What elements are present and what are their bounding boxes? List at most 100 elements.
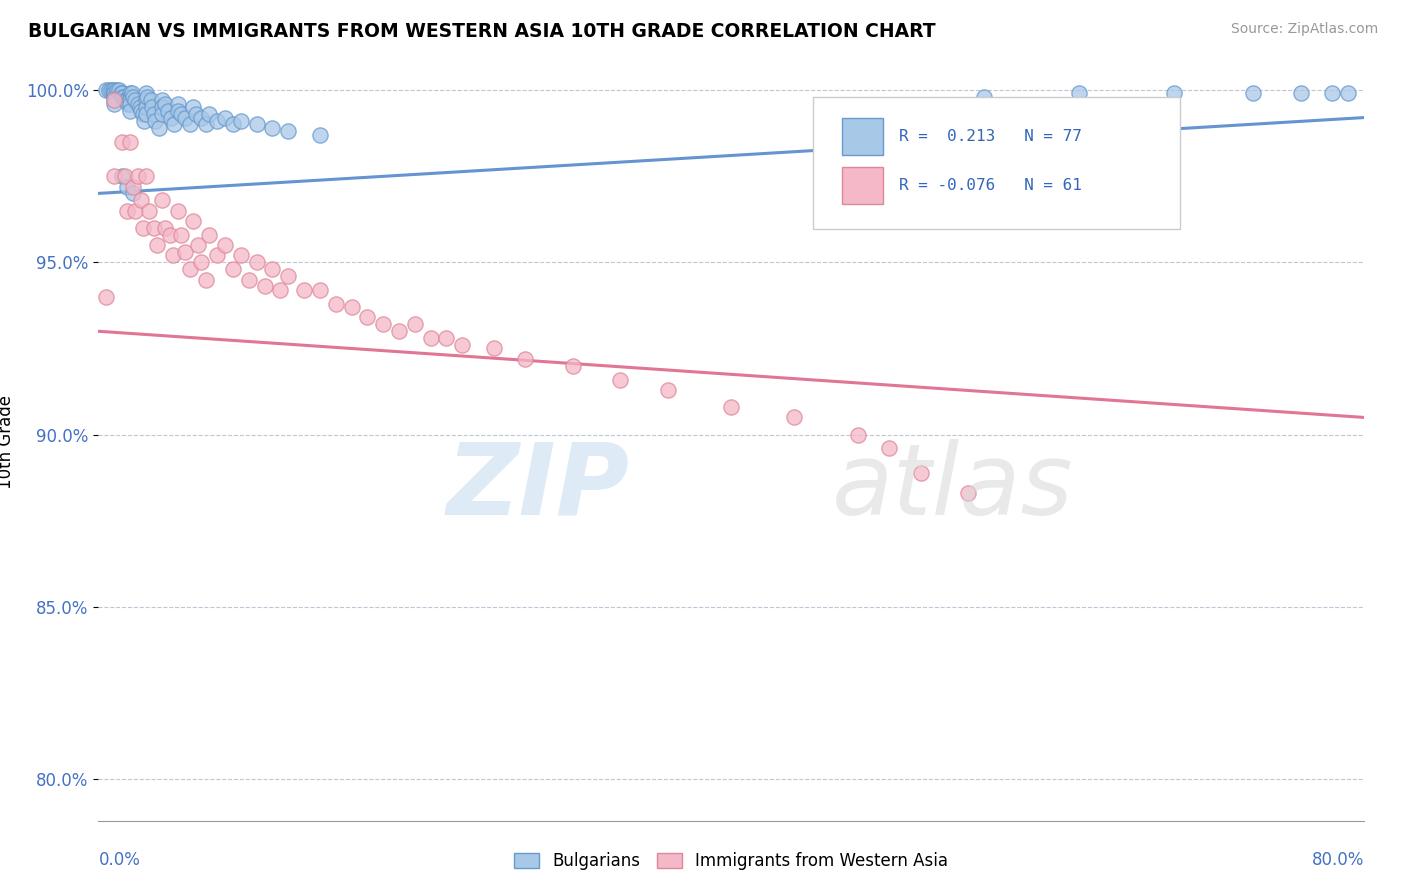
Point: [262, 120, 284, 135]
Point: [146, 238, 169, 252]
Point: [973, 90, 995, 104]
Point: [103, 93, 125, 107]
Point: [179, 118, 201, 132]
Point: [609, 372, 631, 386]
Point: [246, 118, 269, 132]
Point: [783, 410, 806, 425]
Point: [145, 114, 166, 128]
Point: [205, 248, 228, 262]
Point: [1067, 87, 1090, 101]
Point: [246, 255, 269, 269]
Point: [103, 90, 125, 104]
Point: [148, 120, 170, 135]
Point: [292, 283, 315, 297]
Point: [222, 262, 245, 277]
Point: [129, 103, 152, 118]
Point: [108, 83, 131, 97]
Point: [229, 114, 252, 128]
Point: [117, 96, 139, 111]
Point: [910, 466, 932, 480]
Point: [561, 359, 585, 373]
Point: [174, 245, 197, 260]
Point: [238, 272, 260, 286]
Point: [1241, 87, 1264, 101]
Point: [309, 283, 332, 297]
Point: [269, 283, 291, 297]
Point: [122, 186, 145, 201]
Point: [153, 220, 176, 235]
Point: [957, 486, 980, 500]
Point: [166, 103, 188, 118]
Point: [150, 100, 173, 114]
Point: [114, 169, 136, 184]
Point: [120, 90, 141, 104]
Point: [198, 227, 221, 242]
Point: [136, 90, 159, 104]
Point: [436, 331, 458, 345]
Point: [103, 93, 125, 107]
Text: atlas: atlas: [832, 439, 1074, 535]
Text: ZIP: ZIP: [447, 439, 630, 535]
Point: [127, 169, 149, 184]
Point: [115, 179, 138, 194]
Point: [1322, 87, 1344, 101]
Point: [122, 179, 145, 194]
Point: [111, 135, 134, 149]
Text: 0.0%: 0.0%: [98, 851, 141, 869]
Point: [229, 248, 252, 262]
Point: [205, 114, 228, 128]
Point: [451, 338, 474, 352]
Point: [166, 96, 188, 111]
Point: [111, 87, 134, 101]
Point: [141, 100, 163, 114]
Point: [135, 169, 157, 184]
Point: [183, 100, 205, 114]
Point: [157, 103, 180, 118]
FancyBboxPatch shape: [842, 167, 883, 204]
Point: [96, 290, 118, 304]
Point: [121, 87, 143, 101]
Point: [169, 107, 191, 121]
Point: [103, 87, 125, 101]
Point: [163, 118, 186, 132]
Point: [404, 318, 426, 332]
Point: [112, 90, 135, 104]
Point: [388, 324, 411, 338]
Point: [340, 300, 363, 314]
Point: [115, 93, 138, 107]
Point: [129, 194, 152, 208]
Point: [124, 93, 146, 107]
Point: [160, 111, 183, 125]
Point: [198, 107, 221, 121]
Point: [309, 128, 332, 142]
Point: [183, 214, 205, 228]
Y-axis label: 10th Grade: 10th Grade: [0, 394, 14, 489]
Point: [107, 83, 129, 97]
FancyBboxPatch shape: [842, 118, 883, 155]
Text: R = -0.076   N = 61: R = -0.076 N = 61: [900, 178, 1083, 194]
Text: 80.0%: 80.0%: [1312, 851, 1364, 869]
Point: [150, 194, 173, 208]
Text: Source: ZipAtlas.com: Source: ZipAtlas.com: [1230, 22, 1378, 37]
Point: [153, 96, 176, 111]
Point: [186, 107, 208, 121]
Point: [190, 255, 212, 269]
Point: [419, 331, 441, 345]
Point: [132, 220, 155, 235]
Point: [135, 107, 157, 121]
Point: [139, 93, 162, 107]
Point: [135, 87, 157, 101]
Point: [114, 93, 136, 107]
Point: [166, 203, 188, 218]
Point: [124, 203, 146, 218]
Point: [142, 107, 165, 121]
Point: [101, 83, 124, 97]
Point: [846, 427, 869, 442]
Point: [159, 227, 181, 242]
Point: [277, 269, 299, 284]
Point: [111, 169, 134, 184]
FancyBboxPatch shape: [813, 96, 1181, 229]
Point: [103, 96, 125, 111]
Point: [100, 83, 122, 97]
Point: [325, 296, 347, 310]
